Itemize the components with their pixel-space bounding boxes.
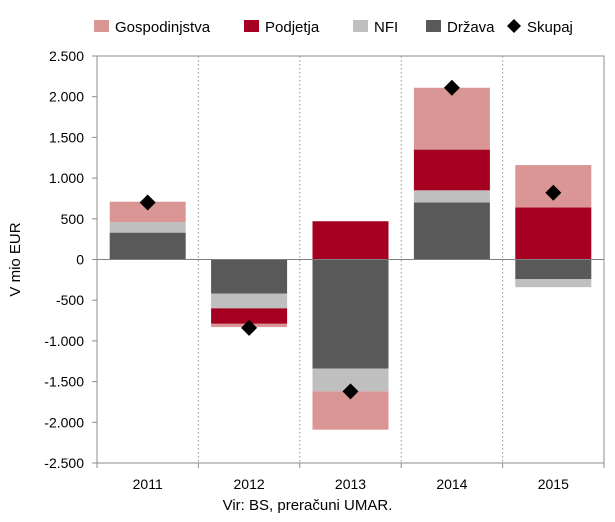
legend-swatch-skupaj [507,19,521,33]
legend-swatch-gospodinjstva [94,20,109,32]
plot-frame [96,55,605,464]
y-tick-label: 0 [76,252,84,268]
bar-podjetja-2013 [312,221,389,260]
bars [109,87,592,430]
total-marker-2015 [545,184,562,201]
legend-label-drzava: Država [447,19,495,36]
legend-swatch-drzava [426,20,441,32]
y-tick-label: 1.500 [49,129,84,145]
x-tick-label: 2013 [335,476,366,492]
y-tick-label: 1.000 [49,170,84,186]
total-marker-2014 [443,79,460,96]
x-tick-label: 2015 [538,476,569,492]
y-tick-label: -2.000 [44,414,84,430]
y-tick-labels: -2.500 -2.000 -1.500 -1.000 -500 0 500 1.000 1.5… [44,48,97,471]
bar-drzava-2013 [312,259,389,369]
source-note: Vir: BS, preračuni UMAR. [222,497,393,514]
bar-nfi-2013 [312,368,389,392]
x-tick-labels: 2011 2012 2013 2014 2015 [96,463,605,492]
bar-gospodinjstva-2014 [413,87,490,150]
bar-nfi-2015 [515,279,592,288]
bar-drzava-2015 [515,259,592,280]
y-axis-title: V mio EUR [7,222,24,296]
legend: Gospodinjstva Podjetja NFI Država Skupaj [94,19,573,36]
bar-podjetja-2014 [413,149,490,191]
total-marker-2013 [342,383,359,400]
y-tick-label: -500 [56,292,84,308]
bar-podjetja-2012 [211,308,288,324]
x-tick-label: 2011 [133,476,163,492]
bar-nfi-2012 [211,293,288,309]
legend-label-gospodinjstva: Gospodinjstva [115,19,211,36]
bar-drzava-2014 [413,202,490,260]
bar-gospodinjstva-2011 [109,201,186,223]
legend-label-skupaj: Skupaj [527,19,573,36]
x-tick-label: 2012 [234,476,265,492]
y-tick-label: -2.500 [44,455,84,471]
bar-drzava-2011 [109,232,186,260]
bar-drzava-2012 [211,259,288,294]
y-tick-label: 500 [61,211,85,227]
y-tick-label: -1.500 [44,374,84,390]
y-tick-label: -1.000 [44,333,84,349]
y-tick-label: 2.500 [49,48,84,64]
x-tick-label: 2014 [436,476,467,492]
legend-label-podjetja: Podjetja [265,19,320,36]
legend-label-nfi: NFI [374,19,398,36]
bar-nfi-2011 [109,222,186,233]
y-tick-label: 2.000 [49,89,84,105]
legend-swatch-nfi [353,20,368,32]
total-markers [139,79,562,400]
bar-nfi-2014 [413,190,490,203]
bar-podjetja-2015 [515,207,592,260]
total-marker-2011 [139,194,156,211]
legend-swatch-podjetja [244,20,259,32]
total-marker-2012 [241,319,258,336]
